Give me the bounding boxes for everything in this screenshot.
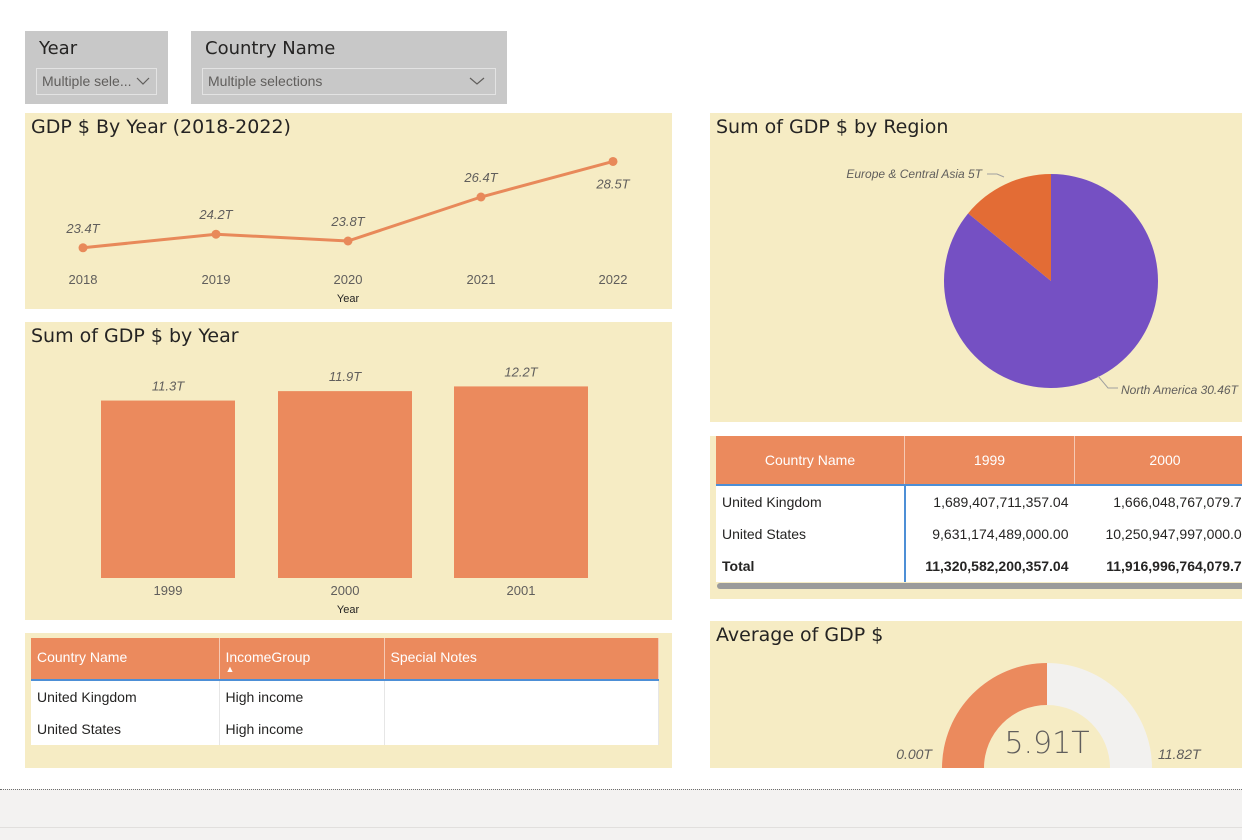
line-data-label: 26.4T	[463, 170, 498, 185]
line-point-2018	[79, 243, 88, 252]
x-tick-label: 2020	[334, 272, 363, 287]
table-cell	[384, 680, 659, 713]
table-row[interactable]: United States High income	[31, 713, 659, 745]
bar-chart: 11.3T 11.9T 12.2T 1999 2000 2001 Year	[25, 322, 672, 620]
year-dropdown-value: Multiple sele...	[42, 73, 131, 89]
sort-ascending-icon: ▲	[226, 665, 378, 674]
x-axis-title: Year	[337, 293, 360, 305]
report-footer	[0, 789, 1242, 840]
line-chart: 23.4T 24.2T 23.8T 26.4T 28.5T 2018 2019 …	[25, 113, 672, 309]
footer-divider	[0, 827, 1242, 828]
line-chart-panel: GDP $ By Year (2018-2022) 23.4T 24.2T 23…	[25, 113, 672, 309]
pie-leader-line-north-america	[1098, 376, 1118, 388]
line-data-label: 23.4T	[65, 221, 100, 236]
table-row[interactable]: United Kingdom High income	[31, 680, 659, 713]
bar-1999	[101, 401, 235, 578]
pie-label-europe-central-asia: Europe & Central Asia 5T	[846, 167, 983, 181]
pie-chart: Europe & Central Asia 5T North America 3…	[710, 113, 1242, 422]
column-header-income-group[interactable]: IncomeGroup ▲	[219, 638, 384, 680]
line-data-label: 28.5T	[595, 176, 630, 191]
x-tick-label: 2000	[331, 583, 360, 598]
table-cell: United Kingdom	[716, 485, 905, 518]
table-row[interactable]: United States 9,631,174,489,000.00 10,25…	[716, 518, 1242, 550]
table-cell: High income	[219, 680, 384, 713]
x-axis-title: Year	[337, 604, 360, 616]
country-dropdown[interactable]: Multiple selections	[202, 68, 496, 95]
bar-data-label: 11.3T	[152, 379, 185, 394]
column-header-country-name[interactable]: Country Name	[716, 436, 905, 485]
line-data-label: 23.8T	[330, 214, 365, 229]
line-point-2020	[344, 237, 353, 246]
bar-chart-panel: Sum of GDP $ by Year 11.3T 11.9T 12.2T 1…	[25, 322, 672, 620]
bar-data-label: 12.2T	[504, 364, 538, 379]
table-cell: 1,666,048,767,079.76	[1075, 485, 1242, 518]
gauge-min-label: 0.00T	[896, 746, 933, 762]
bar-2001	[454, 386, 588, 578]
pie-leader-line-europe	[987, 174, 1004, 177]
table-cell: 10,250,947,997,000.00	[1075, 518, 1242, 550]
table-cell	[384, 713, 659, 745]
pie-label-north-america: North America 30.46T	[1121, 383, 1240, 397]
column-header-country-name[interactable]: Country Name	[31, 638, 219, 680]
table-cell: United Kingdom	[31, 680, 219, 713]
gdp-matrix: Country Name 1999 2000 United Kingdom 1,…	[716, 436, 1242, 582]
horizontal-scrollbar[interactable]	[717, 583, 1242, 589]
table-cell: United States	[31, 713, 219, 745]
total-row[interactable]: Total 11,320,582,200,357.04 11,916,996,7…	[716, 550, 1242, 582]
x-tick-label: 2018	[69, 272, 98, 287]
x-tick-label: 2001	[507, 583, 536, 598]
country-dropdown-value: Multiple selections	[208, 73, 322, 89]
country-slicer-title: Country Name	[205, 38, 335, 59]
table-cell: 11,916,996,764,079.76	[1075, 550, 1242, 582]
line-point-2019	[212, 230, 221, 239]
column-header-1999[interactable]: 1999	[905, 436, 1075, 485]
line-series	[83, 161, 613, 247]
x-tick-label: 2021	[467, 272, 496, 287]
matrix-panel: Country Name 1999 2000 United Kingdom 1,…	[710, 436, 1242, 599]
chevron-down-icon	[469, 69, 485, 95]
line-point-2021	[477, 193, 486, 202]
table-cell: United States	[716, 518, 905, 550]
gauge-value: 5.91T	[1004, 726, 1089, 761]
year-slicer: Year Multiple sele...	[25, 31, 168, 104]
table-cell: 9,631,174,489,000.00	[905, 518, 1075, 550]
income-table-panel: Country Name IncomeGroup ▲ Special Notes…	[25, 633, 672, 768]
table-cell: 11,320,582,200,357.04	[905, 550, 1075, 582]
bar-data-label: 11.9T	[329, 369, 362, 384]
gauge-chart: 5.91T 0.00T 11.82T	[710, 621, 1242, 768]
income-table: Country Name IncomeGroup ▲ Special Notes…	[31, 638, 659, 745]
x-tick-label: 1999	[154, 583, 183, 598]
column-header-2000[interactable]: 2000	[1075, 436, 1242, 485]
chevron-down-icon	[136, 69, 150, 95]
country-slicer: Country Name Multiple selections	[191, 31, 507, 104]
pie-chart-panel: Sum of GDP $ by Region Europe & Central …	[710, 113, 1242, 422]
column-header-special-notes[interactable]: Special Notes	[384, 638, 659, 680]
year-dropdown[interactable]: Multiple sele...	[36, 68, 157, 95]
line-point-2022	[609, 157, 618, 166]
bar-2000	[278, 391, 412, 578]
gauge-panel: Average of GDP $ 5.91T 0.00T 11.82T	[710, 621, 1242, 768]
table-cell: 1,689,407,711,357.04	[905, 485, 1075, 518]
table-row[interactable]: United Kingdom 1,689,407,711,357.04 1,66…	[716, 485, 1242, 518]
x-tick-label: 2019	[202, 272, 231, 287]
line-data-label: 24.2T	[198, 207, 233, 222]
gauge-max-label: 11.82T	[1158, 746, 1202, 762]
table-cell: Total	[716, 550, 905, 582]
x-tick-label: 2022	[599, 272, 628, 287]
year-slicer-title: Year	[39, 38, 77, 59]
table-cell: High income	[219, 713, 384, 745]
